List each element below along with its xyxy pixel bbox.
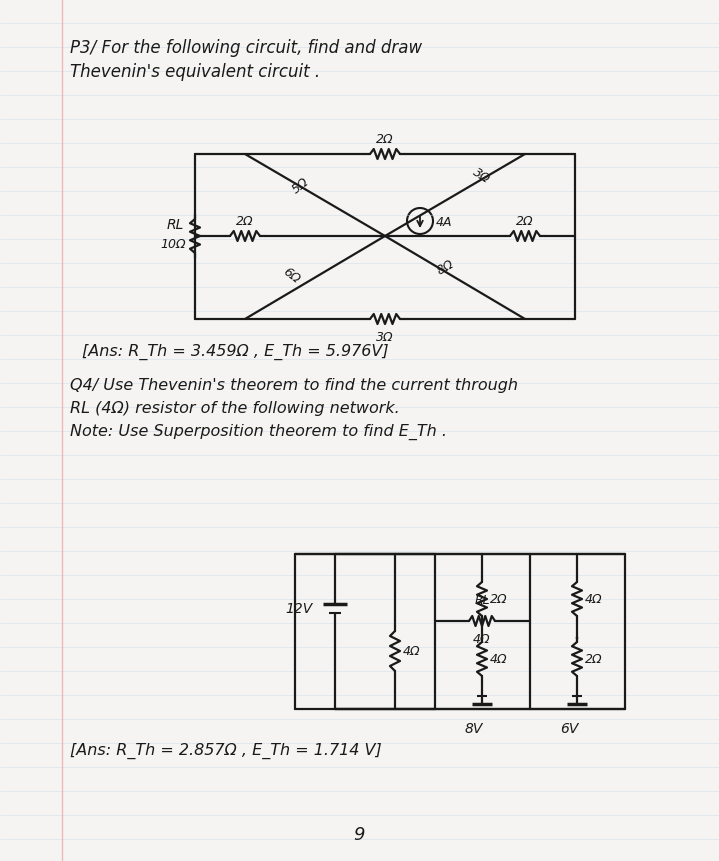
Text: 10Ω: 10Ω [160,238,186,251]
Text: 8V: 8V [464,722,483,735]
Text: 6V: 6V [560,722,578,735]
Text: 3Ω: 3Ω [470,165,492,186]
Text: RL: RL [167,218,184,232]
Text: Q4/ Use Thevenin's theorem to find the current through: Q4/ Use Thevenin's theorem to find the c… [70,378,518,393]
Text: 4Ω: 4Ω [585,593,603,606]
Text: 4Ω: 4Ω [473,632,491,645]
Text: 9: 9 [353,825,365,843]
Text: 8Ω: 8Ω [435,257,457,278]
Text: 4Ω: 4Ω [490,653,508,666]
Text: 4A: 4A [436,215,452,228]
Text: RL: RL [475,593,490,606]
Text: 5Ω: 5Ω [290,175,312,195]
Text: [Ans: R_Th = 2.857Ω , E_Th = 1.714 V]: [Ans: R_Th = 2.857Ω , E_Th = 1.714 V] [70,742,382,759]
Text: 6Ω: 6Ω [280,264,302,286]
Text: 2Ω: 2Ω [516,214,533,228]
Text: 2Ω: 2Ω [585,653,603,666]
Text: 2Ω: 2Ω [237,214,254,228]
Text: 2Ω: 2Ω [490,593,508,606]
Text: 2Ω: 2Ω [376,133,394,146]
Text: Note: Use Superposition theorem to find E_Th .: Note: Use Superposition theorem to find … [70,424,447,440]
Text: P3/ For the following circuit, find and draw: P3/ For the following circuit, find and … [70,39,422,57]
Text: [Ans: R_Th = 3.459Ω , E_Th = 5.976V]: [Ans: R_Th = 3.459Ω , E_Th = 5.976V] [82,344,389,360]
Text: 4Ω: 4Ω [403,645,421,658]
Text: Thevenin's equivalent circuit .: Thevenin's equivalent circuit . [70,63,320,81]
Text: 12V: 12V [285,601,313,616]
Text: 3Ω: 3Ω [376,331,394,344]
Text: RL (4Ω) resistor of the following network.: RL (4Ω) resistor of the following networ… [70,400,400,416]
